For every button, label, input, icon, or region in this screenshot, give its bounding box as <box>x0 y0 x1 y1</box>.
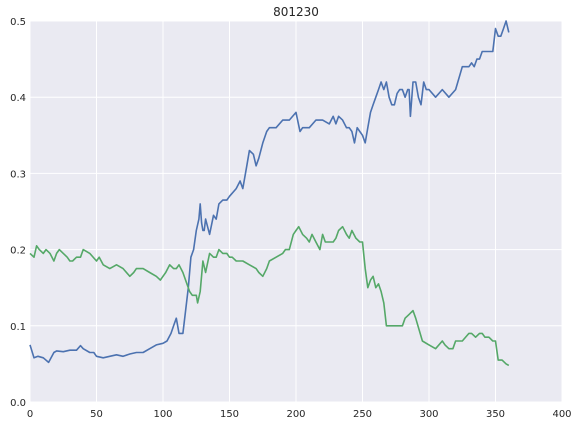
x-tick-label: 250 <box>353 409 372 420</box>
x-tick-label: 0 <box>27 409 33 420</box>
x-tick-label: 300 <box>419 409 438 420</box>
x-axis-ticks: 0 50 100 150 200 250 300 350 400 <box>27 409 572 420</box>
y-axis-ticks: 0.0 0.1 0.2 0.3 0.4 0.5 <box>10 17 26 409</box>
x-tick-label: 150 <box>220 409 239 420</box>
y-tick-label: 0.3 <box>10 169 26 180</box>
grid-lines <box>29 20 563 403</box>
chart-title: 801230 <box>273 5 319 19</box>
x-tick-label: 100 <box>153 409 172 420</box>
x-tick-label: 200 <box>286 409 305 420</box>
series-layer <box>29 20 510 367</box>
y-tick-label: 0.1 <box>10 322 26 333</box>
x-tick-label: 50 <box>90 409 103 420</box>
x-tick-label: 400 <box>552 409 571 420</box>
y-tick-label: 0.2 <box>10 246 26 257</box>
y-tick-label: 0.0 <box>10 398 26 409</box>
x-tick-label: 350 <box>486 409 505 420</box>
series-line-2 <box>29 225 510 367</box>
y-tick-label: 0.5 <box>10 17 26 28</box>
y-tick-label: 0.4 <box>10 93 26 104</box>
series-line-1 <box>29 20 510 364</box>
